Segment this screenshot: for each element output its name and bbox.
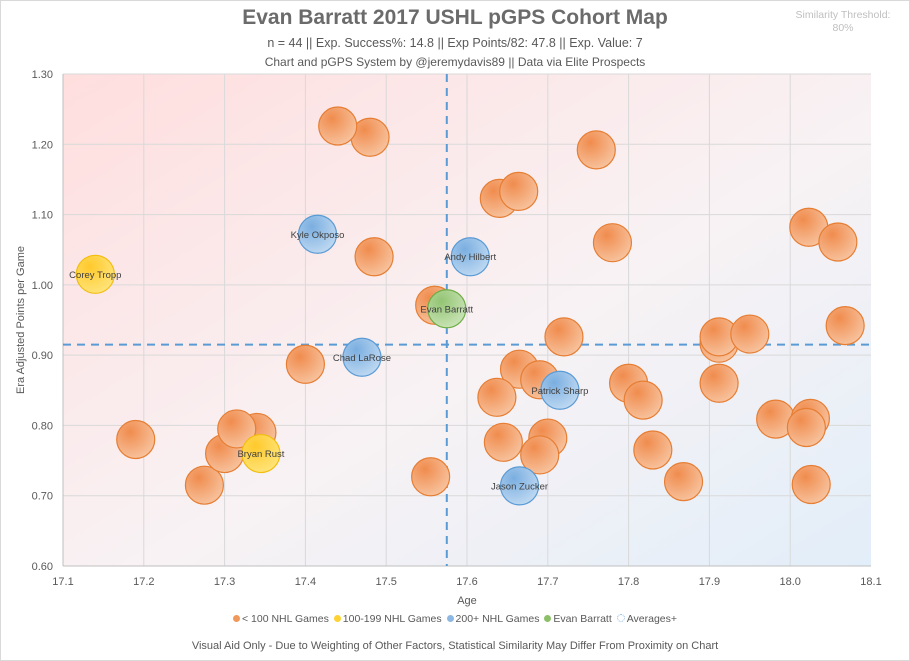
x-tick-label: 18.0	[779, 576, 800, 588]
x-tick-label: 17.3	[214, 576, 235, 588]
hollow-dot-icon	[616, 614, 625, 622]
x-tick-label: 17.7	[537, 576, 558, 588]
data-point	[633, 430, 673, 470]
data-point	[623, 380, 663, 420]
data-point	[318, 106, 358, 146]
x-tick-label: 17.4	[295, 576, 316, 588]
point-label: Patrick Sharp	[531, 386, 588, 397]
point-label: Corey Tropp	[69, 270, 121, 281]
x-tick-label: 18.1	[860, 576, 881, 588]
data-point-patrick-sharp	[540, 370, 580, 410]
x-tick-label: 17.9	[699, 576, 720, 588]
x-axis-label: Age	[457, 595, 477, 607]
green-dot-icon	[544, 615, 552, 622]
data-point	[285, 344, 325, 384]
x-tick-label: 17.1	[52, 576, 73, 588]
data-point-bryan-rust	[241, 433, 281, 474]
data-point	[825, 306, 865, 346]
data-point	[592, 223, 633, 263]
data-point	[217, 409, 257, 449]
data-point	[411, 457, 451, 497]
data-point	[354, 237, 394, 277]
data-point	[184, 465, 224, 505]
legend-item-lt100: < 100 NHL Games	[232, 613, 329, 625]
data-point	[791, 464, 831, 505]
credit-line: Chart and pGPS System by @jeremydavis89 …	[264, 55, 646, 69]
legend-item-200plus: 200+ NHL Games	[446, 613, 539, 625]
data-point	[477, 377, 517, 417]
y-axis-label: Era Adjusted Points per Game	[15, 246, 27, 394]
footer-note: Visual Aid Only - Due to Weighting of Ot…	[191, 640, 719, 652]
data-point	[663, 462, 704, 502]
data-point	[116, 419, 156, 460]
data-point	[576, 130, 616, 170]
data-point	[483, 422, 523, 462]
similarity-value: 80%	[832, 22, 854, 34]
data-point	[699, 363, 739, 403]
stats-line: n = 44 || Exp. Success%: 14.8 || Exp Poi…	[267, 36, 643, 50]
x-tick-label: 17.8	[618, 576, 639, 588]
legend-item-subject: Evan Barratt	[544, 613, 612, 625]
y-tick-label: 0.60	[32, 561, 53, 573]
yellow-dot-icon	[333, 615, 341, 622]
x-tick-label: 17.5	[375, 576, 396, 588]
data-point-kyle-okposo	[297, 214, 338, 254]
point-label: Evan Barratt	[420, 304, 473, 315]
data-points	[75, 106, 865, 506]
chart-title: Evan Barratt 2017 USHL pGPS Cohort Map	[242, 6, 668, 29]
point-label: Chad LaRose	[333, 353, 391, 364]
data-point	[786, 407, 826, 448]
x-tick-label: 17.2	[133, 576, 154, 588]
orange-dot-icon	[232, 615, 240, 622]
y-tick-label: 0.70	[32, 491, 53, 503]
point-label: Jason Zucker	[491, 481, 548, 492]
data-point	[520, 435, 560, 475]
legend-item-100-199: 100-199 NHL Games	[333, 613, 442, 625]
legend-item-averages: Averages+	[616, 613, 677, 625]
y-tick-label: 1.30	[32, 69, 53, 81]
axes: 17.1 17.2 17.3 17.4 17.5 17.6 17.7 17.8 17.9 18.0…	[32, 69, 882, 588]
y-tick-label: 1.20	[32, 139, 53, 151]
x-tick-label: 17.6	[456, 576, 477, 588]
similarity-threshold: Similarity Threshold: 80%	[788, 9, 898, 35]
data-point-evan-barratt	[427, 289, 467, 329]
data-point-corey-tropp	[75, 254, 115, 294]
y-tick-label: 0.80	[32, 420, 53, 432]
point-label: Andy Hilbert	[444, 252, 496, 263]
data-point-andy-hilbert	[450, 237, 490, 277]
data-point	[818, 222, 858, 262]
point-labels: Corey Tropp Bryan Rust Kyle Okposo Chad LaR…	[69, 230, 588, 493]
y-tick-label: 0.90	[32, 350, 53, 362]
similarity-label: Similarity Threshold:	[795, 9, 891, 21]
data-point	[499, 171, 539, 211]
legend: < 100 NHL Games 100-199 NHL Games 200+ N…	[0, 613, 910, 625]
y-tick-label: 1.00	[32, 280, 53, 292]
point-label: Kyle Okposo	[291, 230, 345, 241]
data-point	[730, 314, 770, 354]
point-label: Bryan Rust	[237, 449, 284, 460]
y-tick-label: 1.10	[32, 210, 53, 222]
blue-dot-icon	[446, 615, 454, 622]
data-point	[544, 317, 584, 357]
data-point-chad-larose	[342, 337, 382, 377]
data-point-jason-zucker	[499, 466, 540, 506]
